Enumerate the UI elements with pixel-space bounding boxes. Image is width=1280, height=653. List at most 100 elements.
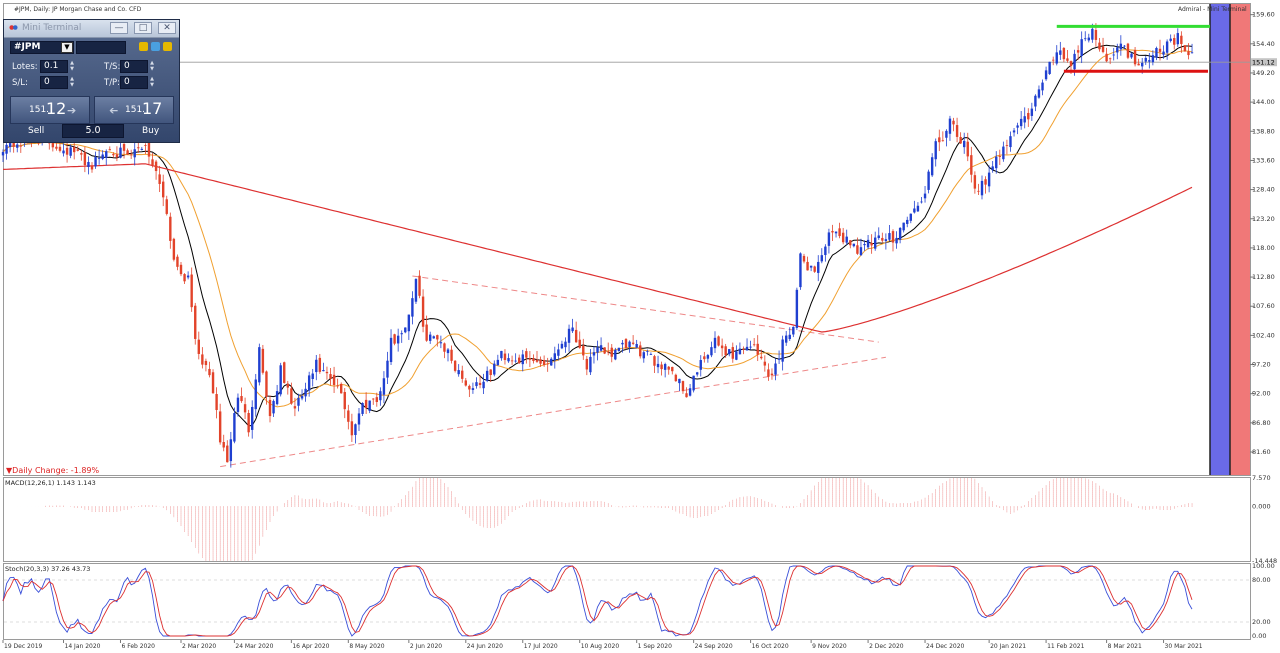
candle-body — [332, 374, 336, 385]
candle-body — [389, 337, 393, 363]
candle-body — [482, 381, 485, 389]
candle-body — [411, 298, 414, 317]
candle-body — [457, 370, 460, 375]
mini-terminal-titlebar[interactable]: Mini Terminal — □ ✕ — [4, 20, 179, 38]
chevron-down-icon: ▼ — [64, 43, 70, 51]
price-tick-label: 97.20 — [1252, 361, 1271, 369]
candle-body — [76, 149, 79, 151]
stochastic-lines — [2, 565, 1250, 637]
candle-body — [347, 410, 350, 422]
sma-slow-line — [2, 163, 1193, 333]
time-tick-label: 2 Mar 2020 — [182, 643, 216, 650]
stop-loss-input[interactable]: 0 — [40, 76, 68, 89]
candle-body — [439, 342, 443, 344]
buy-button[interactable]: Buy — [142, 126, 160, 136]
candle-body — [1116, 47, 1119, 53]
trailing-stop-input[interactable]: 0 — [120, 60, 148, 73]
candle — [888, 225, 891, 242]
candle-body — [1183, 45, 1187, 52]
candle-body — [1073, 53, 1076, 70]
candle-body — [318, 357, 322, 372]
trailing-stop-stepper[interactable]: ▲ ▼ — [150, 60, 154, 72]
candle-body — [229, 439, 233, 462]
candle — [589, 348, 592, 376]
candle-body — [315, 359, 318, 373]
candle-body — [126, 150, 129, 155]
candle — [571, 318, 574, 334]
candle-body — [1155, 47, 1158, 58]
take-profit-stepper[interactable]: ▲ ▼ — [150, 76, 154, 88]
candle-body — [343, 391, 346, 410]
candle — [696, 371, 699, 377]
candle-body — [1130, 53, 1133, 58]
candle-body — [1062, 47, 1066, 60]
mini-terminal-panel[interactable]: Mini Terminal — □ ✕ #JPM ▼ Lotes: 0.1 ▲ ▼… — [3, 19, 180, 143]
candle — [898, 227, 902, 244]
candle-body — [1044, 70, 1048, 80]
candle — [154, 159, 158, 180]
candle-body — [65, 147, 69, 155]
sell-price-box[interactable]: 151. 12 ➔ — [10, 96, 90, 124]
candle — [610, 344, 613, 363]
macd-pane-frame — [3, 477, 1251, 562]
candle-body — [550, 358, 553, 366]
candle — [304, 382, 307, 402]
candle — [582, 338, 585, 360]
stop-loss-stepper[interactable]: ▲ ▼ — [70, 76, 74, 88]
candle — [372, 398, 375, 405]
time-axis: 19 Dec 2019 14 Jan 2020 6 Feb 2020 2 Mar 20… — [2, 640, 1203, 650]
candle — [1016, 122, 1019, 135]
candle-body — [73, 146, 76, 153]
candle — [101, 150, 104, 161]
candle-body — [514, 360, 517, 362]
close-button[interactable]: ✕ — [158, 22, 176, 34]
candle — [906, 216, 909, 228]
candle — [617, 347, 621, 352]
candle — [510, 355, 514, 365]
candle-body — [1180, 35, 1183, 44]
candle-body — [1076, 50, 1080, 53]
sell-button[interactable]: Sell — [28, 126, 45, 136]
candle-body — [599, 345, 603, 351]
symbol-dropdown-button[interactable]: ▼ — [61, 42, 73, 53]
settings-icon[interactable] — [139, 42, 148, 51]
candle-body — [1091, 28, 1094, 40]
lots-input[interactable]: 0.1 — [40, 60, 68, 73]
macd-tick-label: 0.000 — [1252, 503, 1271, 511]
candle — [1116, 43, 1119, 60]
candle — [97, 149, 101, 165]
candle — [799, 252, 802, 290]
restore-button[interactable]: □ — [134, 22, 152, 34]
candle — [258, 343, 261, 386]
candle-body — [980, 180, 984, 196]
minimize-button[interactable]: — — [110, 22, 128, 34]
symbol-select[interactable]: #JPM — [10, 41, 74, 54]
candle — [681, 380, 685, 394]
candle-body — [19, 145, 22, 147]
lots-stepper[interactable]: ▲ ▼ — [70, 60, 74, 72]
candle — [461, 365, 464, 383]
candle-body — [272, 400, 275, 414]
candle-body — [1087, 37, 1090, 41]
candle-body — [1162, 51, 1165, 55]
buy-price-box[interactable]: ➔ 151. 17 — [94, 96, 174, 124]
candle — [197, 331, 200, 360]
candle-body — [94, 156, 97, 167]
candle-body — [436, 335, 439, 340]
candle — [763, 355, 767, 372]
candle-body — [112, 154, 115, 156]
candle — [1105, 47, 1108, 63]
candle — [386, 351, 389, 384]
candle — [507, 353, 510, 363]
take-profit-input[interactable]: 0 — [120, 76, 148, 89]
menu-icon[interactable] — [163, 42, 172, 51]
candle-body — [1052, 59, 1055, 61]
candle — [446, 347, 450, 362]
info-icon[interactable] — [151, 42, 160, 51]
stoch-signal-line — [2, 565, 1193, 637]
candle-body — [119, 147, 122, 158]
candle — [201, 347, 204, 369]
red-zone — [1230, 4, 1250, 475]
candle — [215, 387, 218, 419]
candle-body — [83, 152, 87, 166]
